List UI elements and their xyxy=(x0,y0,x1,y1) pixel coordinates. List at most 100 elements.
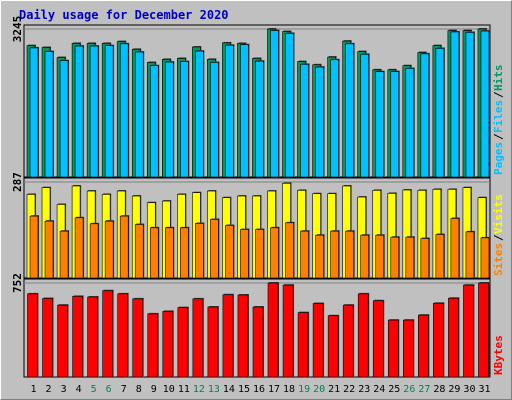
bar-files-day-11 xyxy=(180,61,189,178)
bar-sites-day-1 xyxy=(29,215,39,279)
chart-title: Daily usage for December 2020 xyxy=(19,8,229,22)
bar-files-day-10 xyxy=(164,61,174,178)
xtick-day-11: 11 xyxy=(178,384,190,395)
bar-kbytes-day-4 xyxy=(72,296,83,378)
bar-sites-day-5 xyxy=(89,223,99,279)
bar-files-day-21 xyxy=(330,59,339,178)
xtick-day-10: 10 xyxy=(163,384,175,395)
xtick-day-19: 19 xyxy=(298,384,310,395)
xtick-day-27: 27 xyxy=(418,384,430,395)
bar-files-day-14 xyxy=(225,44,234,178)
bar-kbytes-day-10 xyxy=(162,311,174,378)
ytick-label: 3245 xyxy=(11,16,24,43)
legend-separator: / xyxy=(492,234,505,241)
xtick-day-24: 24 xyxy=(373,384,385,395)
xtick-day-18: 18 xyxy=(283,384,295,395)
legend-separator: / xyxy=(492,133,505,140)
legend-files: Files xyxy=(492,100,505,133)
xtick-day-21: 21 xyxy=(328,384,340,395)
bar-kbytes-day-1 xyxy=(27,293,38,378)
xtick-day-4: 4 xyxy=(76,384,82,395)
bar-kbytes-day-30 xyxy=(463,284,474,378)
bar-sites-day-19 xyxy=(300,230,309,279)
bar-sites-day-28 xyxy=(435,234,445,279)
bar-files-day-17 xyxy=(270,30,279,178)
bar-sites-day-4 xyxy=(74,217,84,279)
bar-kbytes-day-8 xyxy=(132,298,144,378)
xtick-day-16: 16 xyxy=(253,384,265,395)
bar-sites-day-6 xyxy=(104,220,114,279)
bar-files-day-29 xyxy=(450,31,460,178)
bar-kbytes-day-5 xyxy=(87,296,98,378)
bar-sites-day-8 xyxy=(134,224,144,279)
bar-sites-day-14 xyxy=(225,225,234,279)
xtick-day-12: 12 xyxy=(193,384,205,395)
xtick-day-17: 17 xyxy=(268,384,280,395)
bar-files-day-15 xyxy=(240,44,249,178)
bar-files-day-25 xyxy=(390,71,400,178)
xtick-day-5: 5 xyxy=(91,384,97,395)
bar-kbytes-day-17 xyxy=(267,282,279,378)
xtick-day-6: 6 xyxy=(106,384,112,395)
bar-sites-day-29 xyxy=(450,218,460,279)
bar-kbytes-day-26 xyxy=(403,319,414,378)
bar-sites-day-31 xyxy=(480,237,490,279)
bar-sites-day-27 xyxy=(420,238,430,279)
xtick-day-20: 20 xyxy=(313,384,325,395)
xtick-day-30: 30 xyxy=(463,384,475,395)
legend-separator: / xyxy=(492,91,505,98)
bar-files-day-6 xyxy=(104,45,114,178)
legend-hits: Hits xyxy=(492,65,505,92)
bar-sites-day-11 xyxy=(180,227,189,279)
bar-kbytes-day-23 xyxy=(357,293,369,378)
bar-sites-day-22 xyxy=(345,230,354,279)
xtick-day-3: 3 xyxy=(61,384,67,395)
bar-files-day-20 xyxy=(315,66,324,178)
bar-files-day-18 xyxy=(285,33,294,178)
panel-visits-sites: 287 Sites /Visits xyxy=(11,172,505,279)
bar-sites-day-26 xyxy=(405,236,415,279)
bar-kbytes-day-16 xyxy=(252,306,264,378)
xtick-day-22: 22 xyxy=(343,384,355,395)
xtick-day-23: 23 xyxy=(358,384,370,395)
bar-files-day-8 xyxy=(134,51,144,178)
bar-kbytes-day-6 xyxy=(102,290,113,378)
bar-files-day-5 xyxy=(89,45,99,178)
ytick-label: 287 xyxy=(11,172,24,192)
bar-kbytes-day-12 xyxy=(192,298,204,378)
bar-sites-day-25 xyxy=(390,236,400,279)
xtick-day-7: 7 xyxy=(121,384,127,395)
bar-sites-day-7 xyxy=(119,215,129,279)
bar-sites-day-17 xyxy=(270,227,279,279)
bar-sites-day-13 xyxy=(210,219,219,279)
bar-kbytes-day-29 xyxy=(448,297,459,378)
bar-kbytes-day-31 xyxy=(478,282,489,378)
bar-files-day-28 xyxy=(435,48,445,178)
bar-files-day-24 xyxy=(375,71,385,178)
bar-kbytes-day-14 xyxy=(222,294,234,378)
bar-sites-day-2 xyxy=(44,220,54,279)
bar-sites-day-20 xyxy=(315,234,324,279)
bar-kbytes-day-21 xyxy=(327,315,339,378)
xtick-day-29: 29 xyxy=(448,384,460,395)
bar-files-day-2 xyxy=(44,51,54,178)
bar-files-day-23 xyxy=(360,54,370,178)
legend-pages: Pages xyxy=(492,142,505,175)
bar-kbytes-day-18 xyxy=(282,284,294,378)
bar-files-day-7 xyxy=(119,43,129,178)
bar-files-day-19 xyxy=(300,64,309,178)
xtick-day-25: 25 xyxy=(388,384,400,395)
bar-files-day-3 xyxy=(59,60,69,178)
bar-kbytes-day-27 xyxy=(418,314,429,378)
bar-sites-day-15 xyxy=(240,229,249,279)
bar-files-day-1 xyxy=(29,47,39,178)
xtick-day-15: 15 xyxy=(238,384,250,395)
bar-kbytes-day-15 xyxy=(237,294,249,378)
bar-sites-day-30 xyxy=(465,231,475,279)
bar-files-day-30 xyxy=(465,32,475,178)
bar-kbytes-day-20 xyxy=(312,303,324,378)
xtick-day-8: 8 xyxy=(136,384,142,395)
xtick-day-1: 1 xyxy=(31,384,37,395)
bar-files-day-4 xyxy=(74,45,84,178)
